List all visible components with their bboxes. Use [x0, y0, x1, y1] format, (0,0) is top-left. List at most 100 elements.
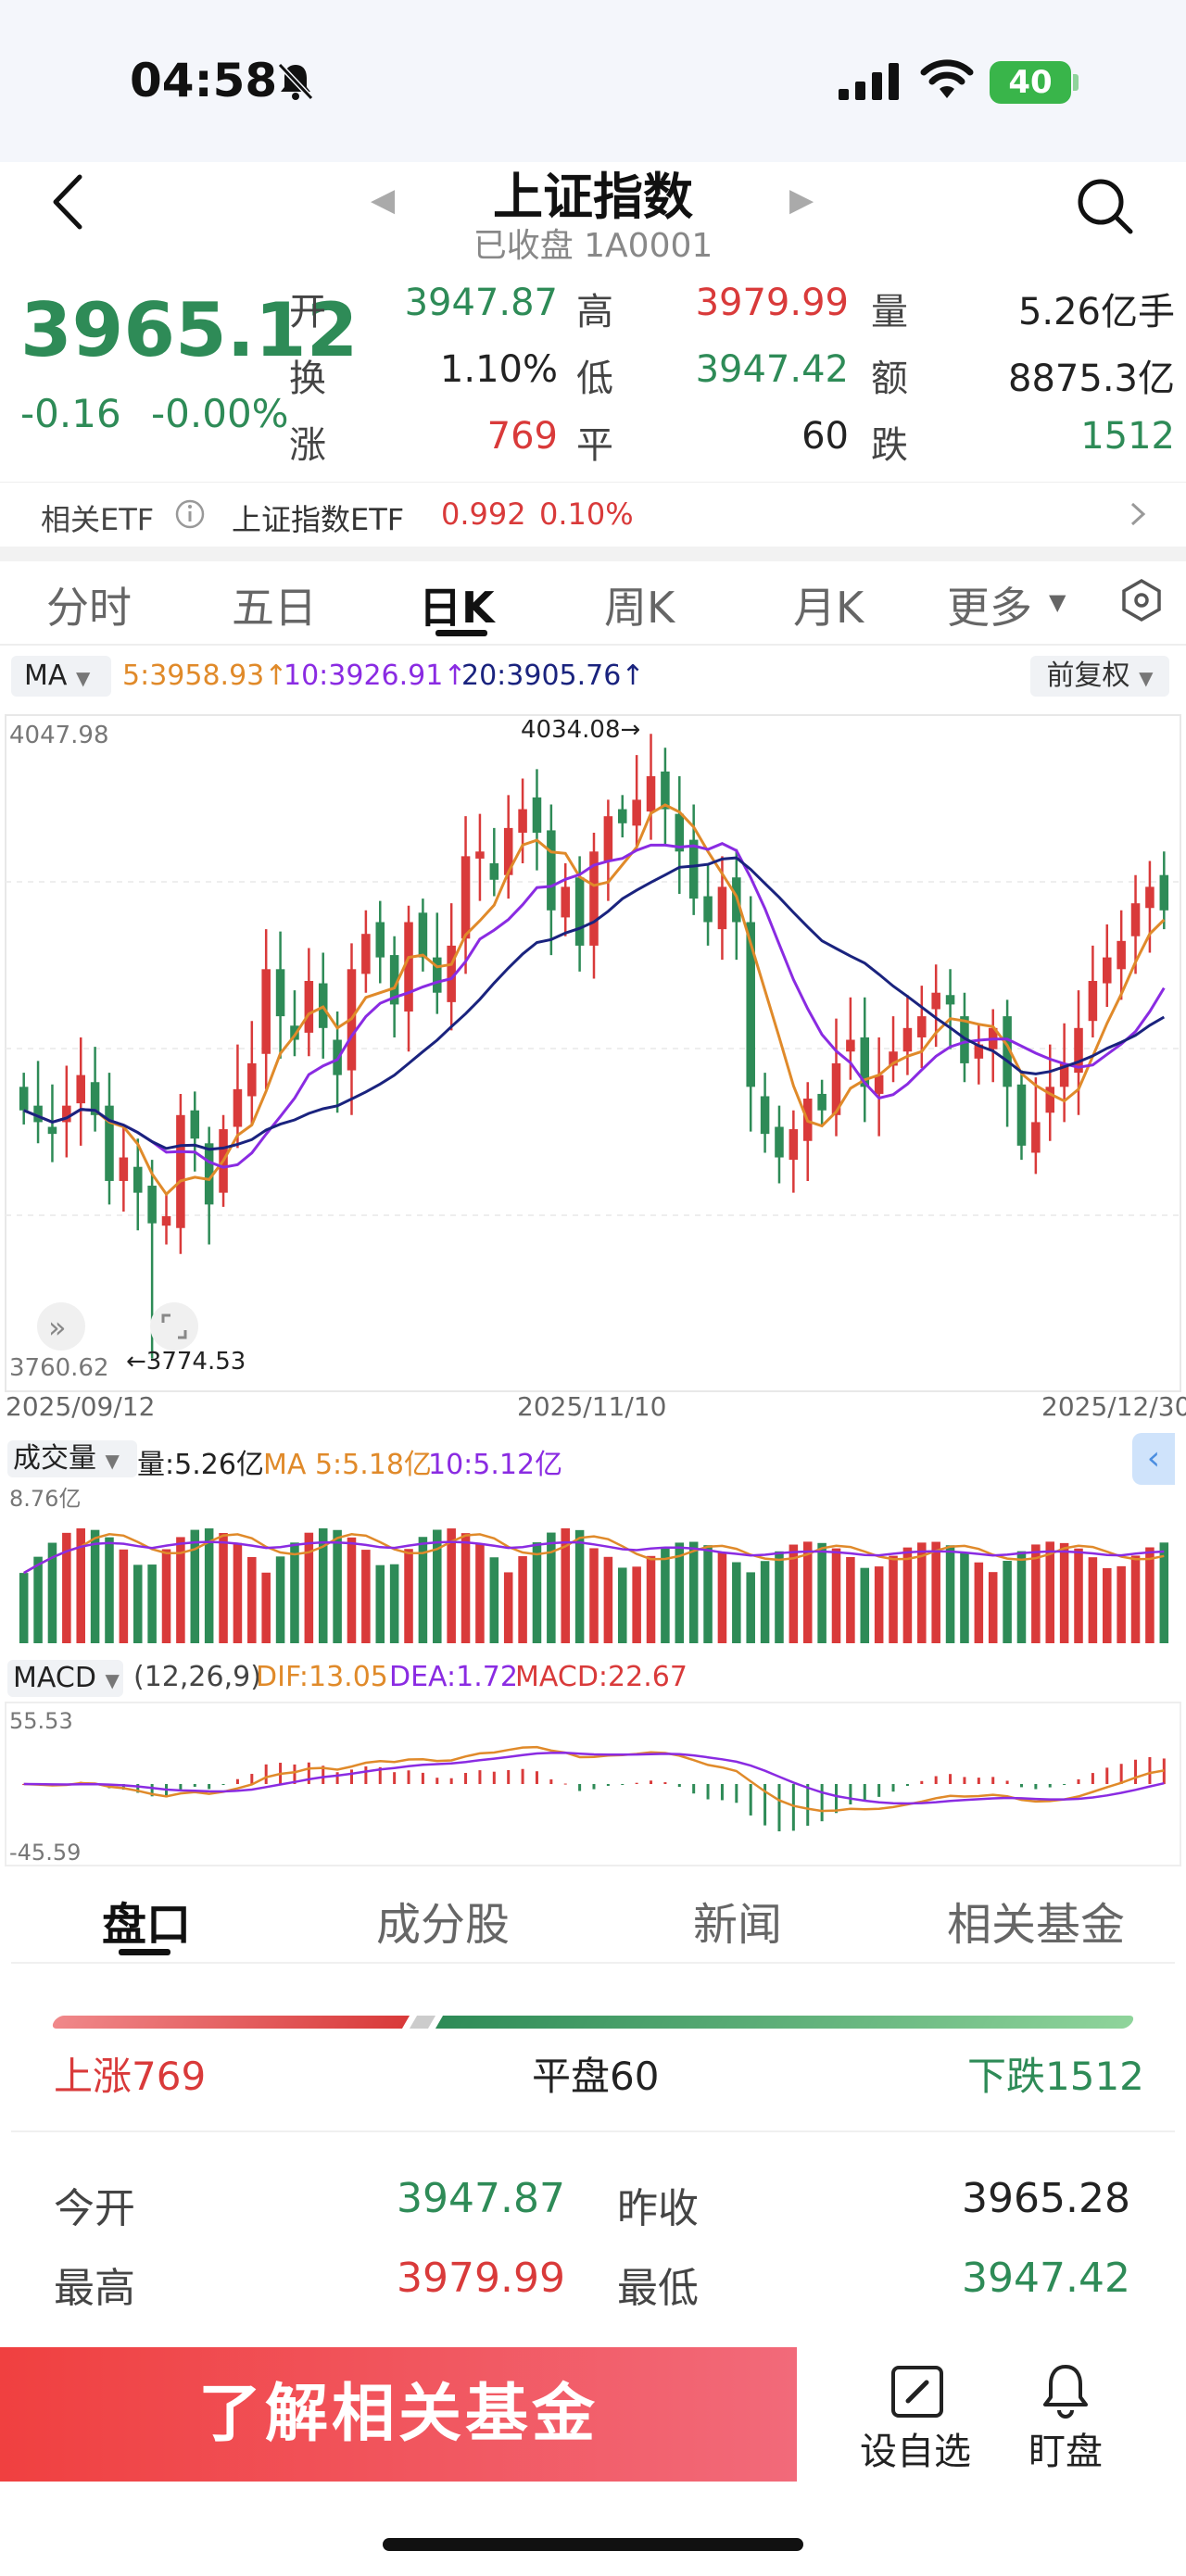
back-arrow-icon[interactable] — [48, 171, 85, 232]
macd-bar — [549, 1778, 553, 1784]
volume-indicator-select[interactable]: 成交量 ▼ — [7, 1440, 137, 1477]
bell-monitor-icon[interactable] — [1040, 2362, 1091, 2419]
volume-bar — [304, 1532, 314, 1643]
indicator-select[interactable]: MA ▼ — [11, 656, 111, 697]
tab-divider — [11, 1962, 1175, 1964]
volume-bar — [789, 1544, 799, 1643]
open-value: 3947.87 — [404, 282, 558, 324]
flat-count: 60 — [801, 415, 849, 458]
volume-bar — [176, 1537, 185, 1643]
chevron-right-icon[interactable] — [1127, 500, 1149, 528]
macd-bar — [1091, 1773, 1094, 1784]
macd-bar — [335, 1772, 339, 1784]
volume-bar — [161, 1549, 171, 1643]
candle-body — [1003, 1016, 1012, 1087]
macd-bar — [1077, 1778, 1080, 1784]
page-subtitle: 已收盘 1A0001 — [473, 227, 713, 265]
related-etf-row[interactable] — [0, 482, 1186, 547]
tab-intraday[interactable]: 分时 — [46, 583, 132, 633]
section-divider — [0, 547, 1186, 561]
volume-bar — [418, 1537, 428, 1643]
add-watchlist-label[interactable]: 设自选 — [860, 2431, 971, 2473]
macd-bar — [706, 1784, 710, 1800]
candle-body — [574, 877, 585, 946]
macd-bar — [650, 1780, 653, 1784]
macd-bar — [521, 1768, 524, 1784]
macd-bar — [464, 1772, 468, 1784]
open-label: 开 — [289, 291, 326, 333]
volume-bar — [76, 1527, 85, 1643]
tab-daily-k[interactable]: 日K — [419, 583, 495, 633]
candle-body — [119, 1157, 129, 1181]
volume-bar — [846, 1556, 855, 1643]
fullscreen-button[interactable] — [150, 1302, 198, 1351]
volume-bar — [475, 1543, 485, 1643]
candle-body — [860, 1037, 870, 1087]
tab-related-funds[interactable]: 相关基金 — [947, 1899, 1126, 1951]
volume-bar — [760, 1561, 770, 1643]
volume-bar — [532, 1542, 542, 1643]
volume-bar — [603, 1556, 613, 1643]
volume-bar — [988, 1572, 998, 1643]
candle-body — [418, 912, 428, 958]
monitor-label[interactable]: 盯盘 — [1028, 2431, 1103, 2473]
day-low-value: 3947.42 — [962, 2255, 1130, 2302]
learn-related-funds-button[interactable]: 了解相关基金 — [0, 2347, 797, 2482]
amount-label: 额 — [871, 358, 908, 400]
more-dropdown-icon[interactable]: ▼ — [1049, 589, 1066, 615]
prev-index-arrow-icon[interactable]: ◀ — [371, 182, 396, 219]
volume-bar — [746, 1572, 755, 1643]
ma5-value: 5:3958.93↑ — [122, 660, 288, 692]
macd-indicator-select[interactable]: MACD ▼ — [7, 1660, 123, 1697]
macd-bar — [563, 1783, 567, 1785]
macd-bar — [435, 1778, 439, 1784]
tab-weekly-k[interactable]: 周K — [604, 583, 675, 633]
kline-chart[interactable]: 4047.98 3760.62 4034.08→ ←3774.53 » 2025… — [0, 704, 1186, 1426]
tab-five-day[interactable]: 五日 — [232, 583, 317, 633]
candle-body — [831, 1062, 841, 1115]
macd-bar — [1105, 1767, 1109, 1784]
macd-bar — [891, 1784, 895, 1792]
edit-watchlist-icon[interactable] — [890, 2364, 945, 2419]
day-low-label: 最低 — [617, 2265, 699, 2312]
tab-news[interactable]: 新闻 — [693, 1899, 783, 1951]
tab-monthly-k[interactable]: 月K — [793, 583, 864, 633]
volume-chart: 8.76亿 — [9, 1486, 1169, 1643]
candle-body — [717, 886, 727, 930]
macd-dif-line — [23, 1745, 1165, 1813]
tab-more[interactable]: 更多 — [947, 583, 1032, 633]
date-mid-label: 2025/11/10 — [517, 1391, 666, 1422]
breadth-flat-label: 平盘60 — [532, 2054, 660, 2099]
tab-constituents[interactable]: 成分股 — [376, 1899, 511, 1951]
volume-today: 量:5.26亿 — [137, 1449, 264, 1481]
candle-body — [375, 922, 385, 958]
candle-body — [247, 1062, 257, 1097]
volume-bar — [889, 1555, 898, 1643]
volume-bar — [960, 1552, 969, 1643]
expand-chart-button[interactable]: » — [37, 1302, 85, 1351]
macd-bar — [449, 1778, 453, 1784]
settings-hexagon-icon[interactable] — [1119, 578, 1164, 622]
macd-params: (12,26,9) — [133, 1661, 261, 1693]
volume-bar — [675, 1542, 685, 1643]
next-index-arrow-icon[interactable]: ▶ — [789, 182, 814, 219]
candle-body — [661, 771, 670, 810]
macd-bar — [322, 1766, 325, 1784]
search-icon[interactable] — [1075, 176, 1136, 237]
macd-bar — [407, 1770, 410, 1784]
candle-body — [204, 1143, 214, 1205]
tab-market-panel[interactable]: 盘口 — [102, 1899, 192, 1951]
volume-bar — [617, 1567, 627, 1643]
candle-body — [1117, 940, 1126, 970]
info-icon[interactable] — [174, 498, 206, 530]
collapse-panel-button[interactable]: ‹ — [1132, 1433, 1175, 1485]
macd-dea-line — [23, 1752, 1165, 1805]
macd-bar — [991, 1777, 995, 1784]
macd-bar — [763, 1784, 767, 1826]
macd-bar — [791, 1784, 795, 1831]
adjust-select[interactable]: 前复权 ▼ — [1030, 656, 1169, 697]
price-change-pct: -0.00% — [151, 391, 289, 436]
macd-bar — [606, 1784, 610, 1786]
macd-bar — [235, 1778, 239, 1784]
macd-bar — [208, 1784, 211, 1790]
